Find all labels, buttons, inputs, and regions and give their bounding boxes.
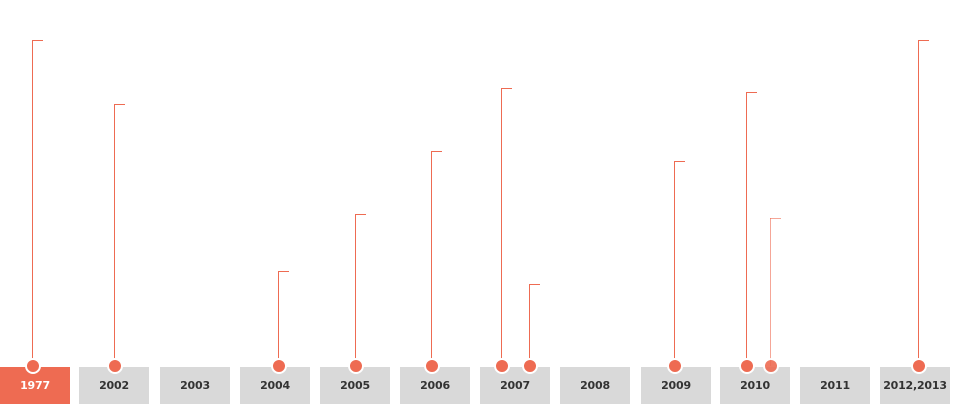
year-tab-2003[interactable]: 2003 (160, 367, 230, 404)
marker-flag (529, 284, 540, 285)
marker-flag (32, 40, 43, 41)
marker-stem (918, 40, 919, 366)
marker-stem (770, 218, 771, 366)
marker-flag (355, 214, 366, 215)
marker-dot-2005[interactable] (347, 358, 364, 374)
year-tab-2008[interactable]: 2008 (560, 367, 630, 404)
marker-dot-1977[interactable] (24, 358, 41, 374)
marker-flag (918, 40, 929, 41)
marker-stem (355, 214, 356, 366)
marker-stem (501, 88, 502, 366)
marker-dot-2012-2013[interactable] (910, 358, 927, 374)
marker-dot-2004[interactable] (270, 358, 287, 374)
marker-stem (746, 92, 747, 366)
marker-stem (32, 40, 33, 366)
marker-flag (114, 104, 125, 105)
year-tab-2011[interactable]: 2011 (800, 367, 870, 404)
marker-stem (114, 104, 115, 366)
marker-dot-2010[interactable] (762, 358, 779, 374)
year-tab-2010[interactable]: 2010 (720, 367, 790, 404)
year-tab-2007[interactable]: 2007 (480, 367, 550, 404)
year-tab-2005[interactable]: 2005 (320, 367, 390, 404)
marker-dot-2010[interactable] (738, 358, 755, 374)
marker-flag (431, 151, 442, 152)
year-tab-2006[interactable]: 2006 (400, 367, 470, 404)
marker-dot-2006[interactable] (423, 358, 440, 374)
marker-flag (746, 92, 757, 93)
marker-stem (674, 161, 675, 366)
marker-flag (674, 161, 685, 162)
marker-flag (501, 88, 512, 89)
marker-dot-2002[interactable] (106, 358, 123, 374)
marker-flag (770, 218, 781, 219)
marker-dot-2007[interactable] (493, 358, 510, 374)
marker-flag (278, 271, 289, 272)
year-tab-2004[interactable]: 2004 (240, 367, 310, 404)
marker-dot-2009[interactable] (666, 358, 683, 374)
marker-stem (431, 151, 432, 366)
marker-stem (278, 271, 279, 366)
year-tab-2012-2013[interactable]: 2012,2013 (880, 367, 950, 404)
marker-stem (529, 284, 530, 366)
marker-dot-2007[interactable] (521, 358, 538, 374)
